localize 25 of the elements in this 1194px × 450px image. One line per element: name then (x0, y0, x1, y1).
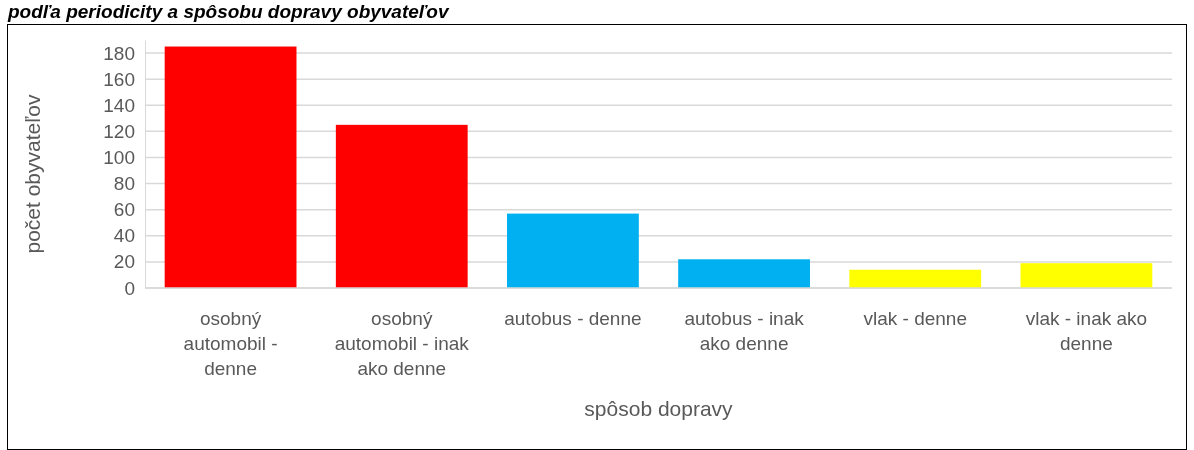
y-tick-label: 140 (103, 94, 135, 116)
y-tick-label: 100 (103, 147, 135, 169)
y-tick-label: 160 (103, 68, 135, 90)
x-tick-label: vlak - denne (863, 308, 968, 329)
y-tick-label: 40 (113, 225, 135, 247)
y-tick-label: 60 (113, 199, 135, 221)
bar (335, 124, 468, 288)
x-tick-label: osobný automobil - inak ako denne (334, 308, 470, 379)
y-tick-label: 0 (124, 277, 135, 299)
bar (1020, 263, 1153, 288)
y-tick-label: 180 (103, 42, 135, 64)
x-axis-title: spôsob dopravy (584, 397, 734, 420)
bar (164, 46, 297, 288)
bar (849, 269, 982, 288)
chart-title: podľa periodicity a spôsobu dopravy obyvateľov (7, 1, 450, 22)
bar (678, 259, 810, 288)
bar (507, 213, 639, 288)
y-axis-title: počet obyvateľov (21, 93, 44, 254)
y-tick-label: 120 (103, 120, 135, 142)
x-tick-label: autobus - inak ako denne (684, 308, 805, 354)
x-tick-label: autobus - denne (504, 308, 642, 329)
x-tick-label: osobný automobil - denne (183, 308, 278, 379)
x-tick-label: vlak - inak ako denne (1025, 308, 1148, 354)
y-tick-label: 20 (113, 251, 135, 273)
y-tick-label: 80 (113, 173, 135, 195)
